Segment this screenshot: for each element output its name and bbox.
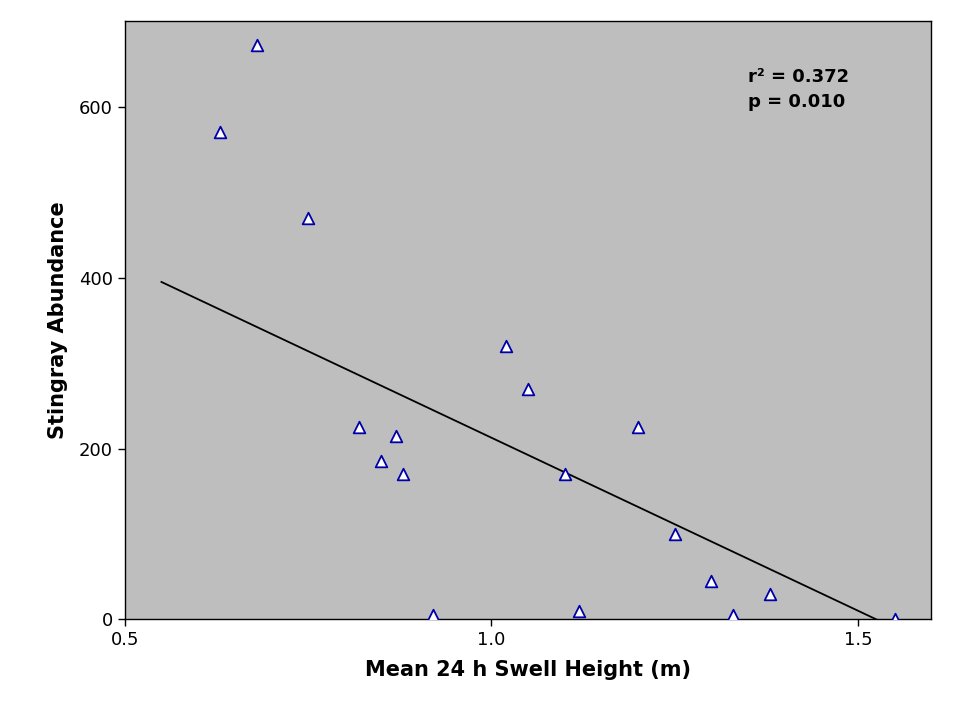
Point xyxy=(212,127,228,138)
Point xyxy=(351,422,367,433)
Point xyxy=(249,40,264,51)
Point xyxy=(389,430,404,441)
Text: r² = 0.372
p = 0.010: r² = 0.372 p = 0.010 xyxy=(748,68,849,111)
Point xyxy=(762,588,778,600)
Y-axis label: Stingray Abundance: Stingray Abundance xyxy=(48,201,68,439)
Point xyxy=(557,468,572,480)
Point xyxy=(498,340,514,352)
Point xyxy=(373,456,389,467)
Point xyxy=(396,468,411,480)
Point xyxy=(726,609,741,621)
Point xyxy=(571,605,587,617)
Point xyxy=(425,609,441,621)
Point xyxy=(631,422,646,433)
Point xyxy=(300,212,316,224)
Point xyxy=(667,528,683,540)
Point xyxy=(887,614,902,625)
Point xyxy=(520,383,536,394)
Point xyxy=(704,575,719,587)
X-axis label: Mean 24 h Swell Height (m): Mean 24 h Swell Height (m) xyxy=(365,660,691,681)
